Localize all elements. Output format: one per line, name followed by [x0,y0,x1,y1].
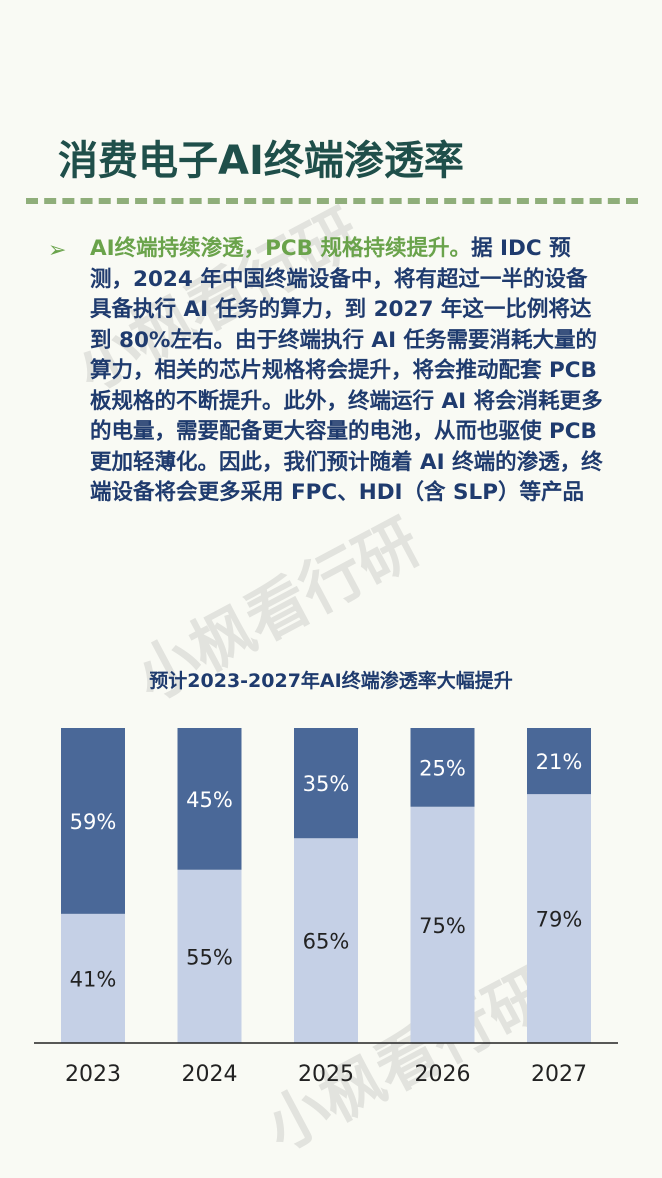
bullet-highlight: AI终端持续渗透，PCB 规格持续提升。 [90,236,472,261]
x-tick-label-2025: 2025 [298,1062,354,1087]
x-tick-label-2027: 2027 [531,1062,587,1087]
x-tick-label-2023: 2023 [65,1062,121,1087]
x-tick-labels: 2023 2024 2025 2026 2027 [65,1062,587,1087]
data-label-2027-s1: 79% [536,908,583,932]
bar-segment-2023-s1 [61,913,125,1043]
bar-segment-2024-s2 [177,728,242,870]
data-label-2024-s2: 45% [186,788,233,812]
data-label-2023-s1: 41% [70,967,117,991]
bullet-paragraph: ➢ AI终端持续渗透，PCB 规格持续提升。据 IDC 预测，2024 年中国终… [48,234,608,509]
data-label-2025-s1: 65% [303,930,350,954]
data-label-2026-s2: 25% [419,756,466,780]
page-title: 消费电子AI终端渗透率 [58,138,464,184]
bullet-body: AI终端持续渗透，PCB 规格持续提升。据 IDC 预测，2024 年中国终端设… [90,234,608,509]
data-label-2023-s2: 59% [70,810,117,834]
x-tick-label-2024: 2024 [182,1062,238,1087]
bar-segment-2023-s2 [61,728,125,914]
bar-segment-2026-s1 [410,806,475,1043]
bar-segment-2027-s1 [527,794,591,1043]
x-tick-label-2026: 2026 [415,1062,471,1087]
bar-segment-2025-s1 [294,838,358,1043]
bullet-text: 据 IDC 预测，2024 年中国终端设备中，将有超过一半的设备具备执行 AI … [90,236,603,505]
arrow-bullet-icon: ➢ [48,238,67,263]
bar-segment-2024-s1 [177,869,242,1043]
bar-segment-2025-s2 [294,728,358,839]
dashed-divider [26,198,638,204]
data-label-2026-s1: 75% [419,914,466,938]
chart-title: 预计2023-2027年AI终端渗透率大幅提升 [149,670,513,692]
data-label-2024-s1: 55% [186,945,233,969]
bar-segment-2026-s2 [410,728,475,807]
bars-group: 41% 59% 55% 45% 65% 35% 75% 25% 79% 21% [61,728,591,1043]
bar-segment-2027-s2 [527,728,591,795]
data-label-2025-s2: 35% [303,772,350,796]
data-label-2027-s2: 21% [536,750,583,774]
stacked-bar-chart: 41%59%55%45%65%35%75%25%79%21% 2023 2024 2… [34,728,618,1087]
